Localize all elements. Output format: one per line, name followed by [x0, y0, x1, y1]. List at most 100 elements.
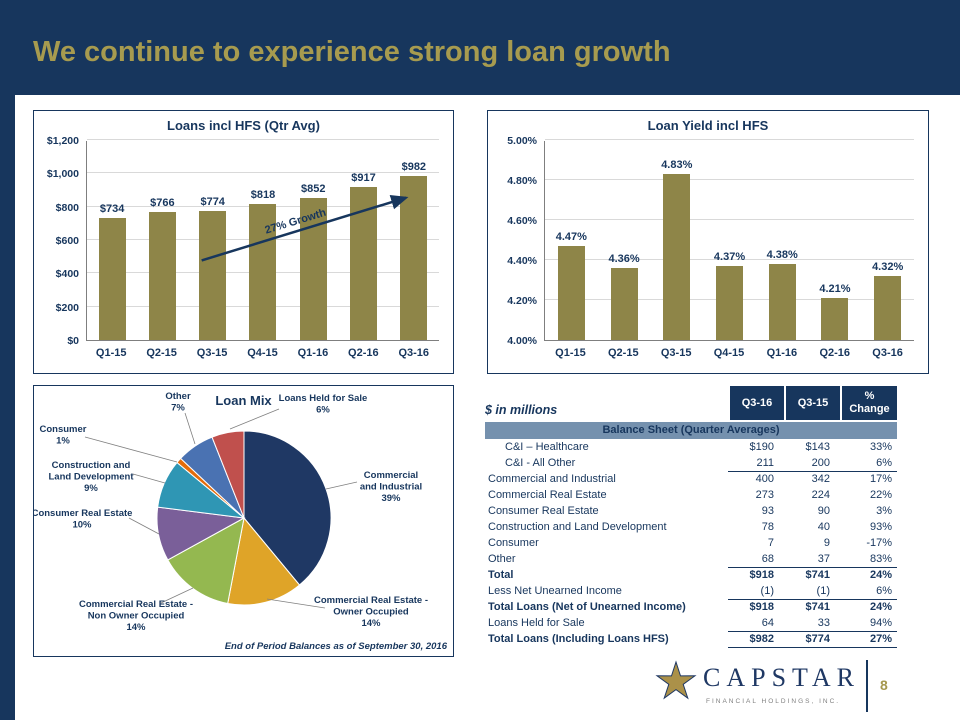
- bar-q1-15: [557, 246, 585, 340]
- bar-value-label: $917: [351, 172, 376, 184]
- row-label: Total Loans (Net of Unearned Income): [488, 601, 686, 613]
- pie-slice-label: 1%: [56, 436, 70, 447]
- row-value: $918: [749, 601, 774, 613]
- row-value: 22%: [869, 489, 892, 501]
- bar-q1-15: [98, 218, 126, 340]
- row-label: Total: [488, 569, 514, 581]
- row-value: $982: [728, 631, 784, 648]
- row-value: 3%: [876, 505, 892, 517]
- pie-slice-label: Construction and: [52, 460, 131, 471]
- pie-slice-0: [243, 430, 332, 586]
- row-value: 211: [728, 455, 784, 472]
- row-value: 33%: [869, 441, 892, 453]
- pie-slice-1: [227, 516, 301, 606]
- y-axis-tick: 4.60%: [507, 215, 537, 227]
- bar-column: 4.21%: [809, 141, 862, 340]
- bar-column: $766: [137, 141, 187, 340]
- row-value: 40: [817, 521, 830, 533]
- row-value: 33: [784, 615, 840, 632]
- y-axis-tick: $600: [55, 235, 79, 247]
- footer-divider: [866, 660, 868, 712]
- x-axis-tick: Q3-15: [660, 347, 692, 359]
- row-value: $918: [749, 569, 774, 581]
- bar-q3-15: [199, 211, 227, 340]
- table-row: Construction and Land Development 78 40 93%: [485, 519, 897, 535]
- row-value: 7: [767, 537, 774, 549]
- table-row: Commercial Real Estate 273 224 22%: [485, 487, 897, 503]
- row-value: 6%: [840, 583, 897, 600]
- loans-bar-chart: Loans incl HFS (Qtr Avg) $0 $200 $400 $600 $…: [33, 110, 454, 374]
- gridline: [87, 139, 439, 140]
- loans-x-axis: Q1-15 Q2-15 Q3-15 Q4-15 Q1-16 Q2-16 Q3-16: [86, 341, 439, 367]
- pie-leader-line: [132, 473, 166, 484]
- row-value: 400: [755, 473, 774, 485]
- x-axis-tick: Q2-15: [608, 347, 639, 359]
- bar-column: 4.37%: [703, 141, 756, 340]
- column-header: % Change: [842, 386, 897, 420]
- bar-column: 4.47%: [545, 141, 598, 340]
- pie-slice-label: 10%: [72, 520, 92, 531]
- x-axis-tick: Q3-16: [398, 347, 430, 359]
- table-row: C&I - All Other 211 200 6%: [485, 455, 897, 472]
- y-axis-tick: 5.00%: [507, 135, 537, 147]
- row-value: 24%: [869, 601, 892, 613]
- loans-y-axis: $0 $200 $400 $600 $800 $1,000 $1,200: [34, 135, 86, 347]
- row-value: 83%: [840, 551, 897, 568]
- pie-leader-line: [229, 408, 280, 430]
- row-value: $741: [805, 569, 830, 581]
- row-value: 342: [811, 473, 830, 485]
- table-row: Total Loans (Including Loans HFS) $982 $77…: [485, 631, 897, 648]
- row-value: 17%: [869, 473, 892, 485]
- x-axis-tick: Q2-16: [348, 347, 379, 359]
- slide-title: We continue to experience strong loan gr…: [33, 36, 671, 68]
- bar-value-label: $734: [99, 203, 125, 215]
- loan-mix-pie-chart: Loan Mix Commercial and Industrial 39% Comm…: [33, 385, 454, 657]
- gridline: [545, 179, 914, 180]
- pie-slice-label: Owner Occupied: [333, 607, 409, 618]
- row-label: Loans Held for Sale: [488, 617, 585, 629]
- row-value: (1): [728, 583, 784, 600]
- row-value: 94%: [840, 615, 897, 632]
- row-value: 93: [761, 505, 774, 517]
- x-axis-tick: Q1-15: [555, 347, 586, 359]
- bar-value-label: 4.38%: [766, 249, 798, 261]
- pie-slice-label: 9%: [84, 483, 98, 494]
- bar-value-label: 4.36%: [608, 253, 640, 265]
- logo-wordmark: CAPSTAR: [703, 663, 860, 692]
- pie-slice-label: Commercial Real Estate -: [314, 595, 428, 606]
- pie-leader-line: [266, 598, 326, 609]
- pie-slice-label: Non Owner Occupied: [88, 611, 185, 622]
- row-label: Commercial and Industrial: [488, 473, 616, 485]
- pie-slice-label: Consumer Real Estate: [34, 508, 132, 519]
- table-row: Commercial and Industrial 400 342 17%: [485, 471, 897, 487]
- pie-slice-label: Commercial: [364, 470, 418, 481]
- bar-value-label: 4.32%: [872, 261, 904, 273]
- bar-q2-15: [610, 268, 638, 340]
- table-row: Loans Held for Sale 64 33 94%: [485, 615, 897, 632]
- y-axis-tick: $800: [55, 201, 79, 214]
- row-value: 93%: [869, 521, 892, 533]
- pie-slice-label: Other: [165, 391, 191, 402]
- bar-column: 4.32%: [861, 141, 914, 340]
- y-axis-tick: $400: [55, 268, 79, 281]
- column-header: Q3-15: [786, 386, 840, 420]
- row-value: 64: [728, 615, 784, 632]
- table-row: Total $918 $741 24%: [485, 567, 897, 583]
- bar-value-label: $982: [401, 161, 427, 173]
- x-axis-tick: Q1-15: [95, 347, 127, 359]
- loans-plot-area: $734 $766 $774 $818 $852 $917 $982 27% Growth: [86, 139, 439, 341]
- bar-value-label: $766: [150, 197, 175, 209]
- pie-slice-label: 14%: [361, 618, 381, 629]
- table-row: Consumer 7 9 -17%: [485, 535, 897, 551]
- yield-x-axis: Q1-15 Q2-15 Q3-15 Q4-15 Q1-16 Q2-16 Q3-16: [544, 341, 914, 367]
- pie-slice-label: Loans Held for Sale: [279, 393, 368, 404]
- pie-slice-label: and Industrial: [360, 482, 422, 493]
- row-value: 24%: [869, 569, 892, 581]
- pie-slice-label: Land Development: [49, 472, 135, 483]
- bar-value-label: 4.83%: [661, 159, 693, 171]
- bar-column: 4.38%: [756, 141, 809, 340]
- row-value: 200: [784, 455, 840, 472]
- row-value: 6%: [840, 455, 897, 472]
